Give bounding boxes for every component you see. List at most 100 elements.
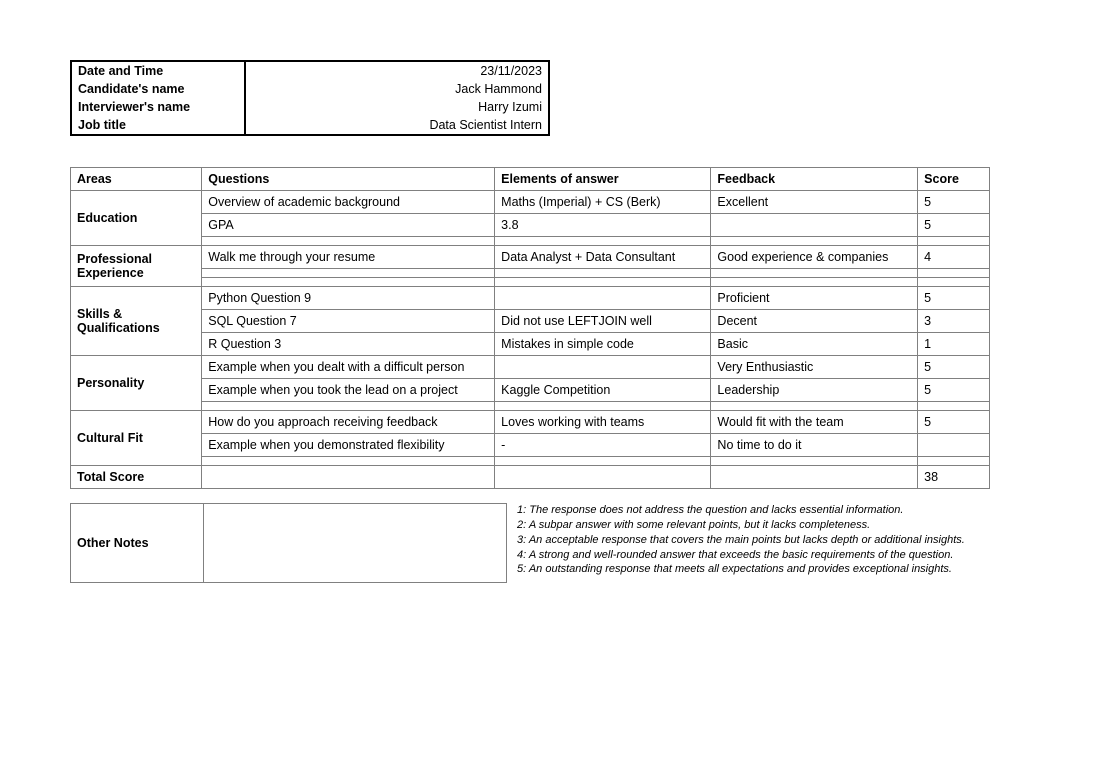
cell-question: SQL Question 7 [202,310,495,333]
scoring-table: Areas Questions Elements of answer Feedb… [70,167,990,489]
legend-line: 5: An outstanding response that meets al… [517,562,965,577]
table-row: SQL Question 7 Did not use LEFTJOIN well… [71,310,990,333]
area-skills: Skills & Qualifications [71,287,202,356]
legend-line: 3: An acceptable response that covers th… [517,533,965,548]
cell-score: 5 [918,214,990,237]
cell-score: 4 [918,246,990,269]
notes-cell [204,504,507,583]
cell-question: Overview of academic background [202,191,495,214]
cell-elements: Maths (Imperial) + CS (Berk) [495,191,711,214]
cell-score: 5 [918,356,990,379]
cell-feedback: Very Enthusiastic [711,356,918,379]
legend-line: 2: A subpar answer with some relevant po… [517,518,965,533]
col-score: Score [918,168,990,191]
cell-feedback: Proficient [711,287,918,310]
cell-feedback [711,402,918,411]
interview-header: Date and Time 23/11/2023 Candidate's nam… [70,60,550,136]
cell-score: 5 [918,287,990,310]
col-feedback: Feedback [711,168,918,191]
cell-elements: 3.8 [495,214,711,237]
cell-elements [495,356,711,379]
cell-score [918,434,990,457]
cell-elements: Kaggle Competition [495,379,711,402]
cell-feedback [711,237,918,246]
cell-feedback: Leadership [711,379,918,402]
table-header-row: Areas Questions Elements of answer Feedb… [71,168,990,191]
table-row: GPA 3.8 5 [71,214,990,237]
cell-score [918,278,990,287]
cell-elements: Did not use LEFTJOIN well [495,310,711,333]
cell-score: 1 [918,333,990,356]
cell-elements [495,457,711,466]
area-personality: Personality [71,356,202,411]
notes-section: Other Notes 1: The response does not add… [70,503,990,583]
total-blank [495,466,711,489]
cell-question: R Question 3 [202,333,495,356]
cell-question [202,237,495,246]
cell-score [918,402,990,411]
candidate-value: Jack Hammond [245,80,548,98]
cell-score: 5 [918,191,990,214]
legend-line: 1: The response does not address the que… [517,503,965,518]
cell-elements [495,237,711,246]
notes-label: Other Notes [71,504,204,583]
total-blank [202,466,495,489]
total-score: 38 [918,466,990,489]
legend-line: 4: A strong and well-rounded answer that… [517,548,965,563]
cell-score: 5 [918,411,990,434]
cell-elements: - [495,434,711,457]
col-elements: Elements of answer [495,168,711,191]
cell-score: 3 [918,310,990,333]
total-label: Total Score [71,466,202,489]
cell-elements [495,269,711,278]
interviewer-value: Harry Izumi [245,98,548,116]
cell-score [918,237,990,246]
cell-question [202,269,495,278]
col-areas: Areas [71,168,202,191]
cell-question: Example when you dealt with a difficult … [202,356,495,379]
table-row: Example when you demonstrated flexibilit… [71,434,990,457]
cell-question: Example when you demonstrated flexibilit… [202,434,495,457]
total-blank [711,466,918,489]
cell-elements: Loves working with teams [495,411,711,434]
score-legend: 1: The response does not address the que… [507,503,965,583]
cell-elements: Mistakes in simple code [495,333,711,356]
cell-score: 5 [918,379,990,402]
table-row: Skills & Qualifications Python Question … [71,287,990,310]
cell-score [918,269,990,278]
cell-feedback: Basic [711,333,918,356]
table-row [71,269,990,278]
table-row: R Question 3 Mistakes in simple code Bas… [71,333,990,356]
table-row: Cultural Fit How do you approach receivi… [71,411,990,434]
cell-feedback: Decent [711,310,918,333]
date-label: Date and Time [72,62,245,80]
cell-elements [495,278,711,287]
table-row: Personality Example when you dealt with … [71,356,990,379]
cell-elements: Data Analyst + Data Consultant [495,246,711,269]
cell-feedback: Would fit with the team [711,411,918,434]
table-row [71,237,990,246]
interviewer-label: Interviewer's name [72,98,245,116]
cell-feedback: Excellent [711,191,918,214]
cell-feedback: Good experience & companies [711,246,918,269]
cell-elements [495,287,711,310]
total-row: Total Score 38 [71,466,990,489]
cell-question: Example when you took the lead on a proj… [202,379,495,402]
cell-score [918,457,990,466]
table-row [71,278,990,287]
cell-question: GPA [202,214,495,237]
table-row [71,457,990,466]
table-row [71,402,990,411]
date-value: 23/11/2023 [245,62,548,80]
col-questions: Questions [202,168,495,191]
cell-feedback [711,278,918,287]
area-professional: Professional Experience [71,246,202,287]
cell-feedback [711,269,918,278]
cell-feedback [711,457,918,466]
cell-question: How do you approach receiving feedback [202,411,495,434]
area-education: Education [71,191,202,246]
table-row: Example when you took the lead on a proj… [71,379,990,402]
cell-question [202,278,495,287]
notes-table: Other Notes [70,503,507,583]
cell-feedback: No time to do it [711,434,918,457]
